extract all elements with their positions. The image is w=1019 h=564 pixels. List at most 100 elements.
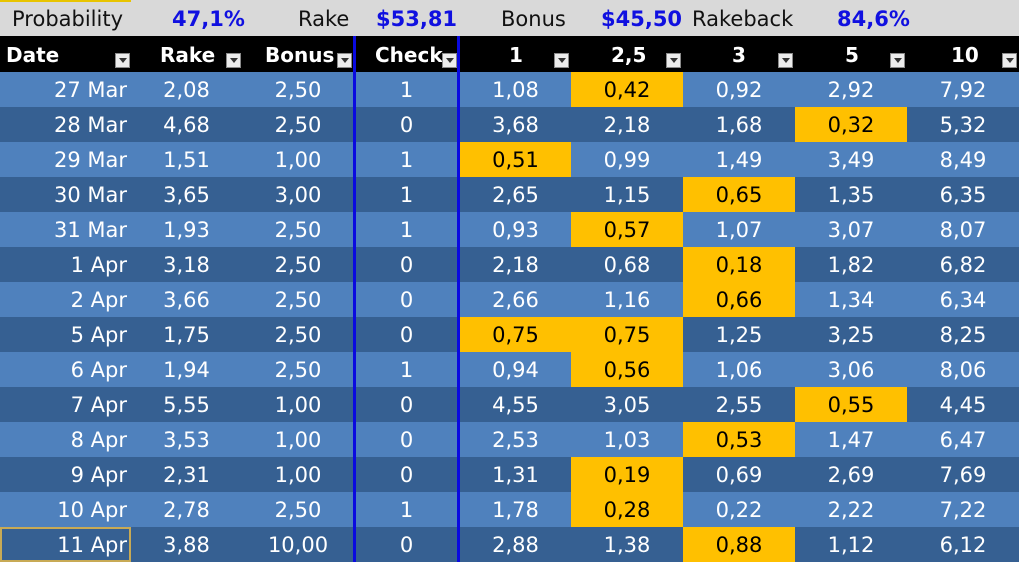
- cell-c10[interactable]: 8,06: [939, 358, 987, 382]
- cell-c10[interactable]: 6,12: [939, 533, 987, 557]
- cell-check[interactable]: 0: [399, 428, 414, 452]
- cell-c3-highlighted[interactable]: 0,65: [683, 177, 795, 212]
- cell-date[interactable]: 1 Apr: [70, 253, 127, 277]
- cell-date[interactable]: 31 Mar: [53, 218, 127, 242]
- column-header-1[interactable]: 1: [509, 43, 523, 67]
- filter-dropdown-bonus-icon[interactable]: [337, 53, 352, 68]
- cell-rake[interactable]: 3,66: [163, 288, 210, 312]
- cell-c3[interactable]: 1,68: [715, 113, 763, 137]
- cell-c25[interactable]: 1,38: [603, 533, 651, 557]
- cell-check[interactable]: 1: [399, 183, 414, 207]
- cell-date[interactable]: 6 Apr: [70, 358, 127, 382]
- filter-dropdown-rake-icon[interactable]: [226, 53, 241, 68]
- cell-bonus[interactable]: 1,00: [274, 148, 322, 172]
- cell-date[interactable]: 28 Mar: [53, 113, 127, 137]
- cell-date[interactable]: 2 Apr: [70, 288, 127, 312]
- column-header-bonus[interactable]: Bonus: [265, 43, 335, 67]
- column-header-date[interactable]: Date: [6, 43, 60, 67]
- cell-date[interactable]: 10 Apr: [57, 498, 127, 522]
- cell-rake[interactable]: 3,65: [163, 183, 210, 207]
- rakeback-label[interactable]: Rakeback: [692, 7, 794, 31]
- cell-check[interactable]: 0: [399, 288, 414, 312]
- cell-c3[interactable]: 0,69: [715, 463, 763, 487]
- column-header-5[interactable]: 5: [845, 43, 859, 67]
- filter-dropdown-5-icon[interactable]: [890, 53, 905, 68]
- cell-c10[interactable]: 6,34: [939, 288, 987, 312]
- cell-c25-highlighted[interactable]: 0,28: [571, 492, 683, 527]
- column-header-rake[interactable]: Rake: [160, 43, 216, 67]
- cell-c25-highlighted[interactable]: 0,75: [571, 317, 683, 352]
- cell-date[interactable]: 29 Mar: [53, 148, 127, 172]
- cell-c1[interactable]: 3,68: [492, 113, 539, 137]
- bonus-value[interactable]: $45,50: [601, 7, 683, 31]
- cell-c3-highlighted[interactable]: 0,53: [683, 422, 795, 457]
- cell-check[interactable]: 0: [399, 113, 414, 137]
- cell-bonus[interactable]: 2,50: [274, 253, 322, 277]
- cell-c3[interactable]: 2,55: [715, 393, 763, 417]
- cell-c1[interactable]: 1,31: [492, 463, 539, 487]
- cell-c1[interactable]: 2,53: [492, 428, 539, 452]
- cell-rake[interactable]: 1,94: [163, 358, 210, 382]
- cell-c10[interactable]: 7,22: [939, 498, 987, 522]
- cell-c1[interactable]: 1,08: [492, 78, 539, 102]
- cell-c5[interactable]: 2,22: [827, 498, 875, 522]
- cell-c1[interactable]: 4,55: [492, 393, 539, 417]
- cell-rake[interactable]: 1,51: [163, 148, 210, 172]
- cell-c5[interactable]: 1,47: [827, 428, 875, 452]
- cell-c10[interactable]: 6,47: [939, 428, 987, 452]
- cell-check[interactable]: 1: [399, 498, 414, 522]
- cell-c25[interactable]: 0,68: [603, 253, 651, 277]
- cell-rake[interactable]: 3,18: [163, 253, 210, 277]
- cell-c5[interactable]: 3,06: [827, 358, 875, 382]
- cell-c3[interactable]: 0,92: [715, 78, 763, 102]
- cell-c5[interactable]: 1,35: [827, 183, 875, 207]
- cell-c25-highlighted[interactable]: 0,19: [571, 457, 683, 492]
- cell-c3[interactable]: 0,22: [715, 498, 763, 522]
- cell-c3[interactable]: 1,25: [715, 323, 763, 347]
- cell-c25[interactable]: 2,18: [603, 113, 651, 137]
- cell-c1[interactable]: 0,93: [492, 218, 539, 242]
- cell-c10[interactable]: 8,49: [939, 148, 987, 172]
- cell-check[interactable]: 0: [399, 463, 414, 487]
- cell-bonus[interactable]: 3,00: [274, 183, 322, 207]
- cell-check[interactable]: 0: [399, 533, 414, 557]
- column-header-check[interactable]: Check: [375, 43, 443, 67]
- filter-dropdown-1-icon[interactable]: [554, 53, 569, 68]
- cell-bonus[interactable]: 2,50: [274, 218, 322, 242]
- cell-date[interactable]: 5 Apr: [70, 323, 127, 347]
- cell-c1-highlighted[interactable]: 0,51: [460, 142, 571, 177]
- cell-c3-highlighted[interactable]: 0,88: [683, 527, 795, 562]
- cell-bonus[interactable]: 2,50: [274, 288, 322, 312]
- cell-c10[interactable]: 7,92: [939, 78, 987, 102]
- rake-value[interactable]: $53,81: [376, 7, 458, 31]
- cell-rake[interactable]: 4,68: [163, 113, 210, 137]
- cell-c1[interactable]: 0,94: [492, 358, 539, 382]
- cell-c25[interactable]: 1,03: [603, 428, 651, 452]
- cell-c10[interactable]: 5,32: [939, 113, 987, 137]
- cell-rake[interactable]: 5,55: [163, 393, 210, 417]
- cell-c10[interactable]: 7,69: [939, 463, 987, 487]
- cell-rake[interactable]: 1,93: [163, 218, 210, 242]
- column-header-3[interactable]: 3: [732, 43, 746, 67]
- cell-c5[interactable]: 2,69: [827, 463, 875, 487]
- cell-c1[interactable]: 2,66: [492, 288, 539, 312]
- cell-date[interactable]: 7 Apr: [70, 393, 127, 417]
- cell-rake[interactable]: 3,88: [163, 533, 210, 557]
- rakeback-value[interactable]: 84,6%: [837, 7, 910, 31]
- rake-label[interactable]: Rake: [298, 7, 350, 31]
- cell-c5[interactable]: 2,92: [827, 78, 875, 102]
- cell-c10[interactable]: 4,45: [939, 393, 987, 417]
- cell-bonus[interactable]: 10,00: [267, 533, 329, 557]
- cell-bonus[interactable]: 2,50: [274, 113, 322, 137]
- cell-date[interactable]: 8 Apr: [70, 428, 127, 452]
- cell-check[interactable]: 0: [399, 393, 414, 417]
- cell-check[interactable]: 0: [399, 323, 414, 347]
- cell-bonus[interactable]: 2,50: [274, 323, 322, 347]
- cell-c3[interactable]: 1,49: [715, 148, 763, 172]
- cell-check[interactable]: 0: [399, 253, 414, 277]
- probability-label[interactable]: Probability: [12, 7, 124, 31]
- cell-check[interactable]: 1: [399, 218, 414, 242]
- cell-date[interactable]: 9 Apr: [70, 463, 127, 487]
- bonus-label[interactable]: Bonus: [501, 7, 566, 31]
- cell-c5[interactable]: 3,07: [827, 218, 875, 242]
